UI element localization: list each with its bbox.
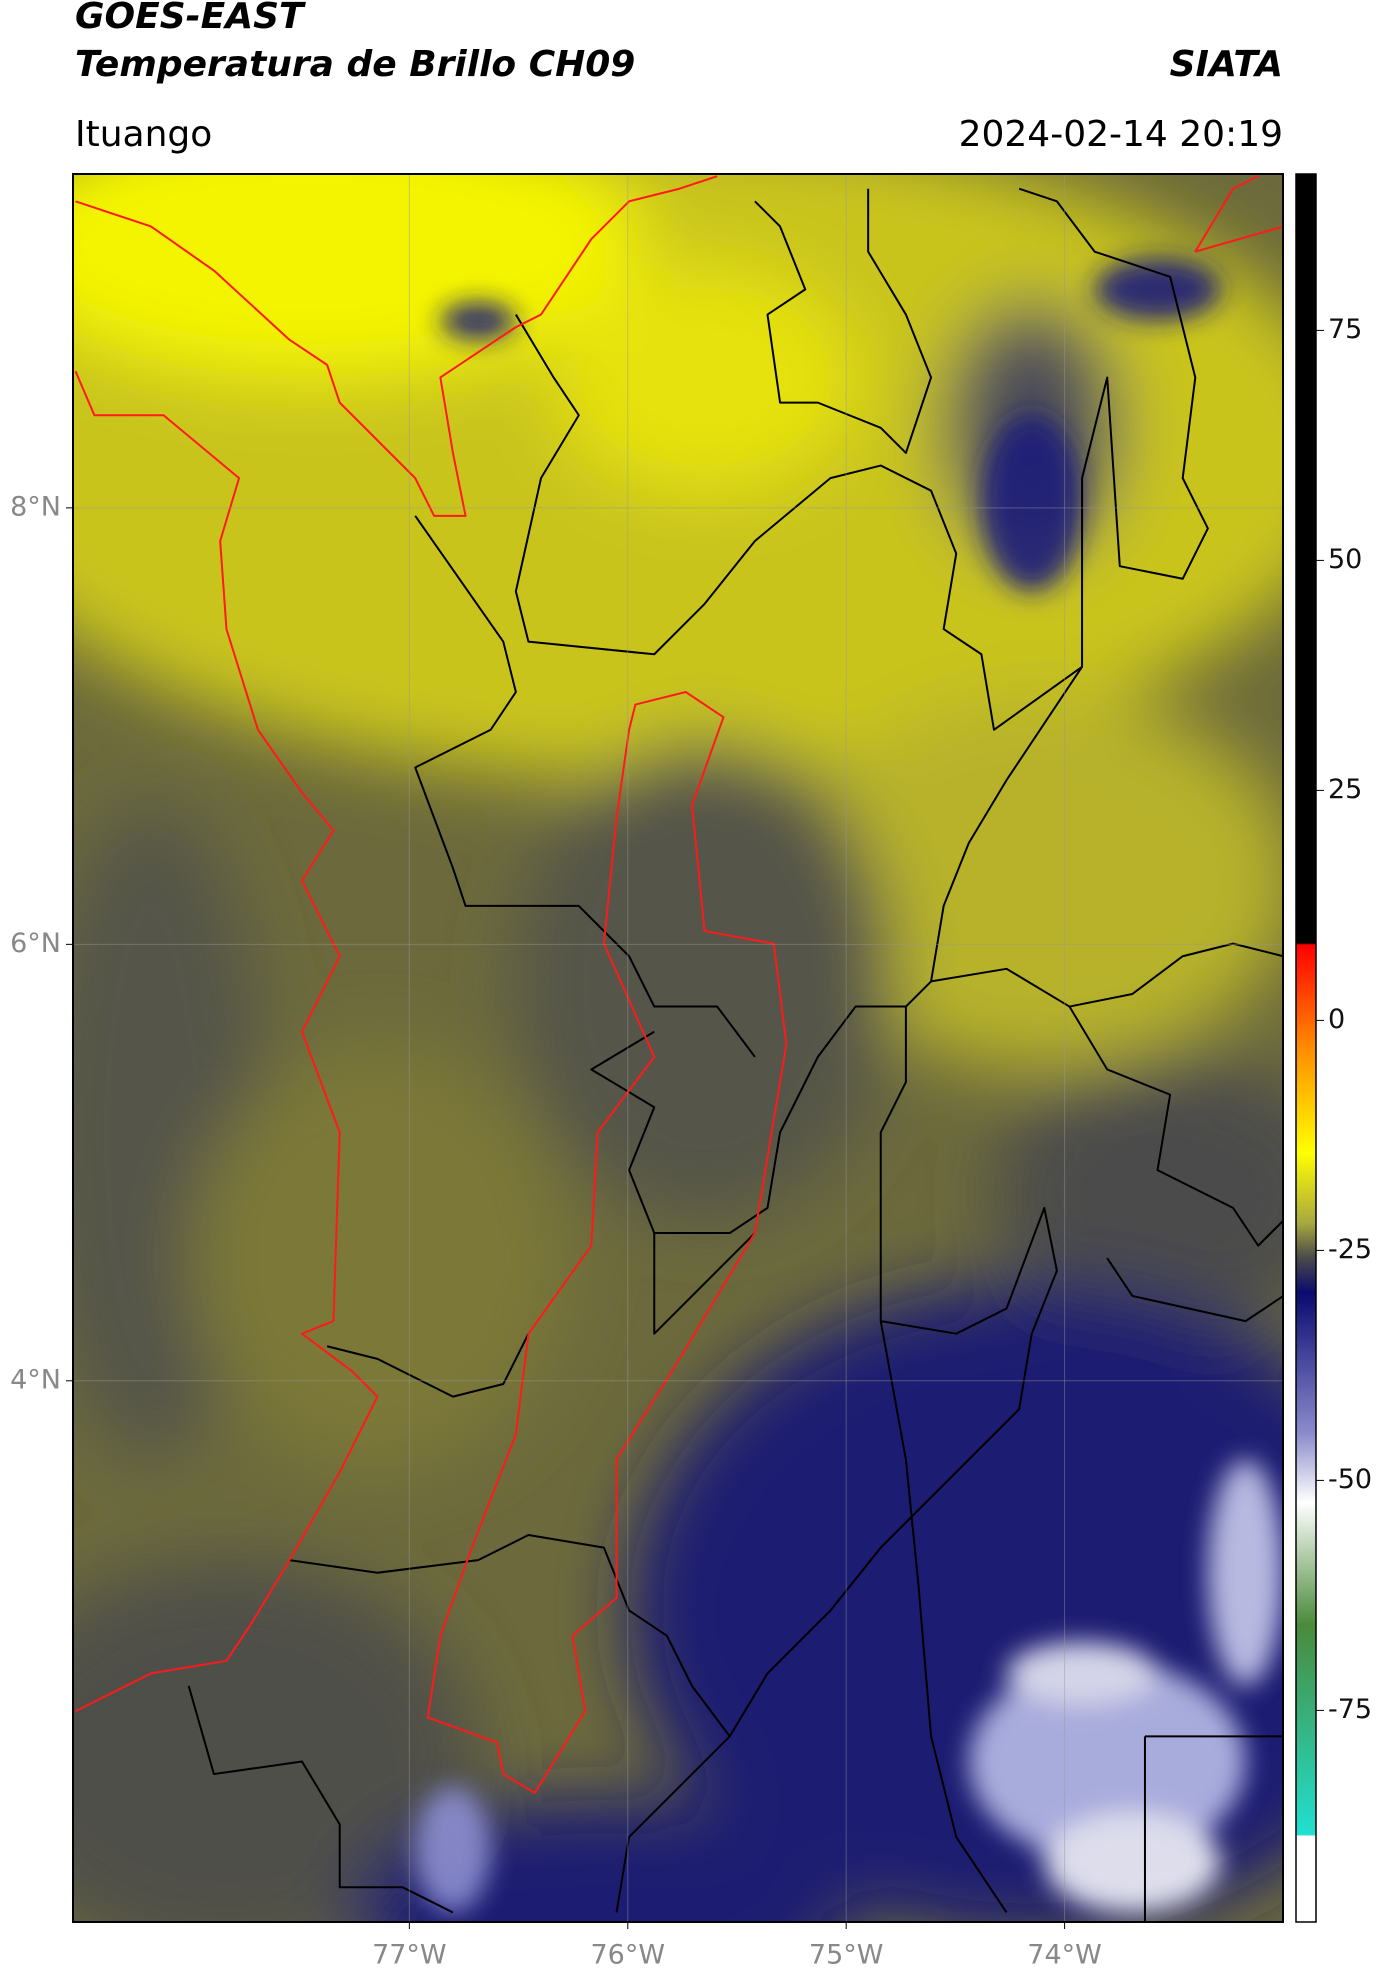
x-tick-label: 76°W [590,1940,665,1971]
location: Ituango [75,114,212,155]
map-frame [72,173,1284,1923]
colorbar-tick-label: 0 [1328,1004,1345,1035]
x-tick-label: 77°W [372,1940,447,1971]
colorbar [1295,173,1317,1923]
subtitle: Temperatura de Brillo CH09 [75,44,635,85]
colorbar-tick-label: -75 [1328,1694,1372,1725]
brand: SIATA [1170,44,1283,85]
title: GOES-EAST [75,0,306,37]
map-image [72,173,1284,1923]
colorbar-tick-label: 75 [1328,314,1362,345]
timestamp: 2024-02-14 20:19 [959,114,1283,155]
y-tick-label: 8°N [10,491,61,522]
y-tick-label: 6°N [10,928,61,959]
y-tick-label: 4°N [10,1364,61,1395]
colorbar-tick-label: -25 [1328,1234,1372,1265]
colorbar-tick-label: 50 [1328,544,1362,575]
x-tick-label: 75°W [809,1940,884,1971]
colorbar-tick-label: 25 [1328,774,1362,805]
x-tick-label: 74°W [1027,1940,1102,1971]
colorbar-tick-label: -50 [1328,1464,1372,1495]
